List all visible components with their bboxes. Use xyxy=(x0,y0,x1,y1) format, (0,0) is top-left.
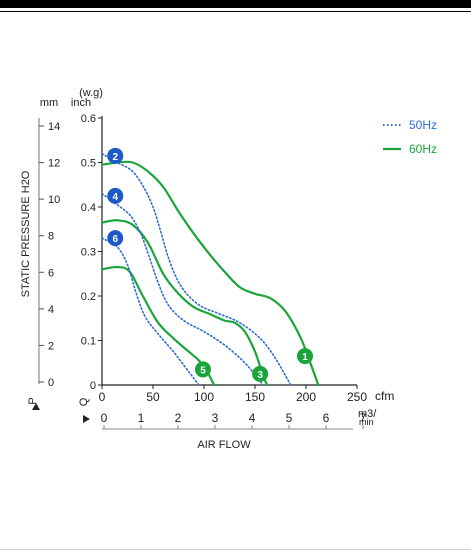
x-m3-tick-label: 3 xyxy=(212,411,219,425)
unit-m3: m3/ xyxy=(358,408,377,420)
unit-inch: inch xyxy=(71,97,91,109)
y-inch-tick-label: 0.4 xyxy=(81,202,96,214)
x-cfm-tick-label: 250 xyxy=(347,390,367,404)
curve-4-50hz xyxy=(101,192,264,386)
unit-cfm: cfm xyxy=(375,389,394,403)
curve-3-60hz xyxy=(100,219,269,387)
bottom-border-line xyxy=(0,549,471,550)
x-m3-tick-label: 1 xyxy=(138,411,145,425)
legend-60hz-label: 60Hz xyxy=(409,142,437,156)
y-inch-tick-label: 0.6 xyxy=(81,113,96,125)
x-cfm-tick-label: 100 xyxy=(194,390,214,404)
y-inch-ticks: 0.6 0.5 0.4 0.3 0.2 0.1 0 xyxy=(81,113,102,392)
marker-p-arrow xyxy=(32,403,40,410)
badge-2-circle xyxy=(107,147,124,164)
badge-5-circle xyxy=(194,361,211,378)
legend: 50Hz 60Hz xyxy=(383,118,437,156)
y-mm-ticks: 14 12 10 8 6 4 2 0 xyxy=(39,121,60,389)
x-m3-tick-label: 2 xyxy=(175,411,182,425)
x-cfm-ticks: 0 50 100 150 200 250 xyxy=(99,385,367,404)
curves xyxy=(100,152,320,387)
badge-1-circle xyxy=(296,348,313,365)
badge-4-circle xyxy=(107,187,124,204)
fan-curve-svg: (w.g) mm inch STATIC PRESSURE H2O 0.6 0.5… xyxy=(20,87,437,451)
y-inch-tick-label: 0.3 xyxy=(81,247,96,259)
x-m3-tick-label: 7 xyxy=(360,411,367,425)
badge-2-label: 2 xyxy=(112,152,118,163)
y-mm-tick-label: 10 xyxy=(48,194,60,206)
y-mm-tick-label: 2 xyxy=(48,340,54,352)
x-m3-tick-label: 6 xyxy=(323,411,330,425)
x-axis-label: AIR FLOW xyxy=(197,439,251,451)
badge-4-label: 4 xyxy=(112,192,118,203)
badge-5-label: 5 xyxy=(200,365,206,376)
badge-3-circle xyxy=(252,365,269,382)
y-mm-tick-label: 0 xyxy=(48,377,54,389)
y-mm-tick-label: 12 xyxy=(48,158,60,170)
curve-badges: 2 4 6 1 3 5 xyxy=(107,147,313,382)
x-cfm-tick-label: 0 xyxy=(99,390,106,404)
top-border-line xyxy=(0,11,471,12)
curve-2-50hz xyxy=(101,152,292,386)
x-cfm-tick-label: 150 xyxy=(245,390,265,404)
badge-6-label: 6 xyxy=(112,234,118,245)
y-mm-tick-label: 14 xyxy=(48,121,60,133)
legend-50hz-label: 50Hz xyxy=(409,118,437,132)
y-mm-tick-label: 6 xyxy=(48,267,54,279)
x-cfm-tick-label: 50 xyxy=(146,390,160,404)
unit-min: min xyxy=(359,417,374,427)
badge-6-circle xyxy=(107,230,124,247)
marker-q-arrow xyxy=(83,415,90,423)
marker-p: P xyxy=(27,397,39,404)
marker-q: Q xyxy=(78,397,90,406)
x-m3-tick-label: 0 xyxy=(101,411,108,425)
y-inch-tick-label: 0.2 xyxy=(81,291,96,303)
x-cfm-tick-label: 200 xyxy=(296,390,316,404)
y-inch-tick-label: 0.5 xyxy=(81,158,96,170)
x-m3-tick-label: 5 xyxy=(286,411,293,425)
x-m3-ticks: 0 1 2 3 4 5 6 7 xyxy=(101,411,367,429)
y-inch-tick-label: 0 xyxy=(90,380,96,392)
fan-curve-chart: (w.g) mm inch STATIC PRESSURE H2O 0.6 0.5… xyxy=(11,84,459,458)
curve-1-60hz xyxy=(100,160,320,387)
y-inch-tick-label: 0.1 xyxy=(81,336,96,348)
y-mm-tick-label: 8 xyxy=(48,231,54,243)
curve-6-50hz xyxy=(101,237,200,386)
y-axis-label: STATIC PRESSURE H2O xyxy=(20,170,32,297)
top-border-bar xyxy=(0,0,471,8)
badge-3-label: 3 xyxy=(257,370,263,381)
unit-mm: mm xyxy=(40,97,58,109)
x-m3-tick-label: 4 xyxy=(249,411,256,425)
badge-1-label: 1 xyxy=(302,352,308,363)
y-mm-tick-label: 4 xyxy=(48,304,54,316)
unit-wg: (w.g) xyxy=(79,87,103,99)
